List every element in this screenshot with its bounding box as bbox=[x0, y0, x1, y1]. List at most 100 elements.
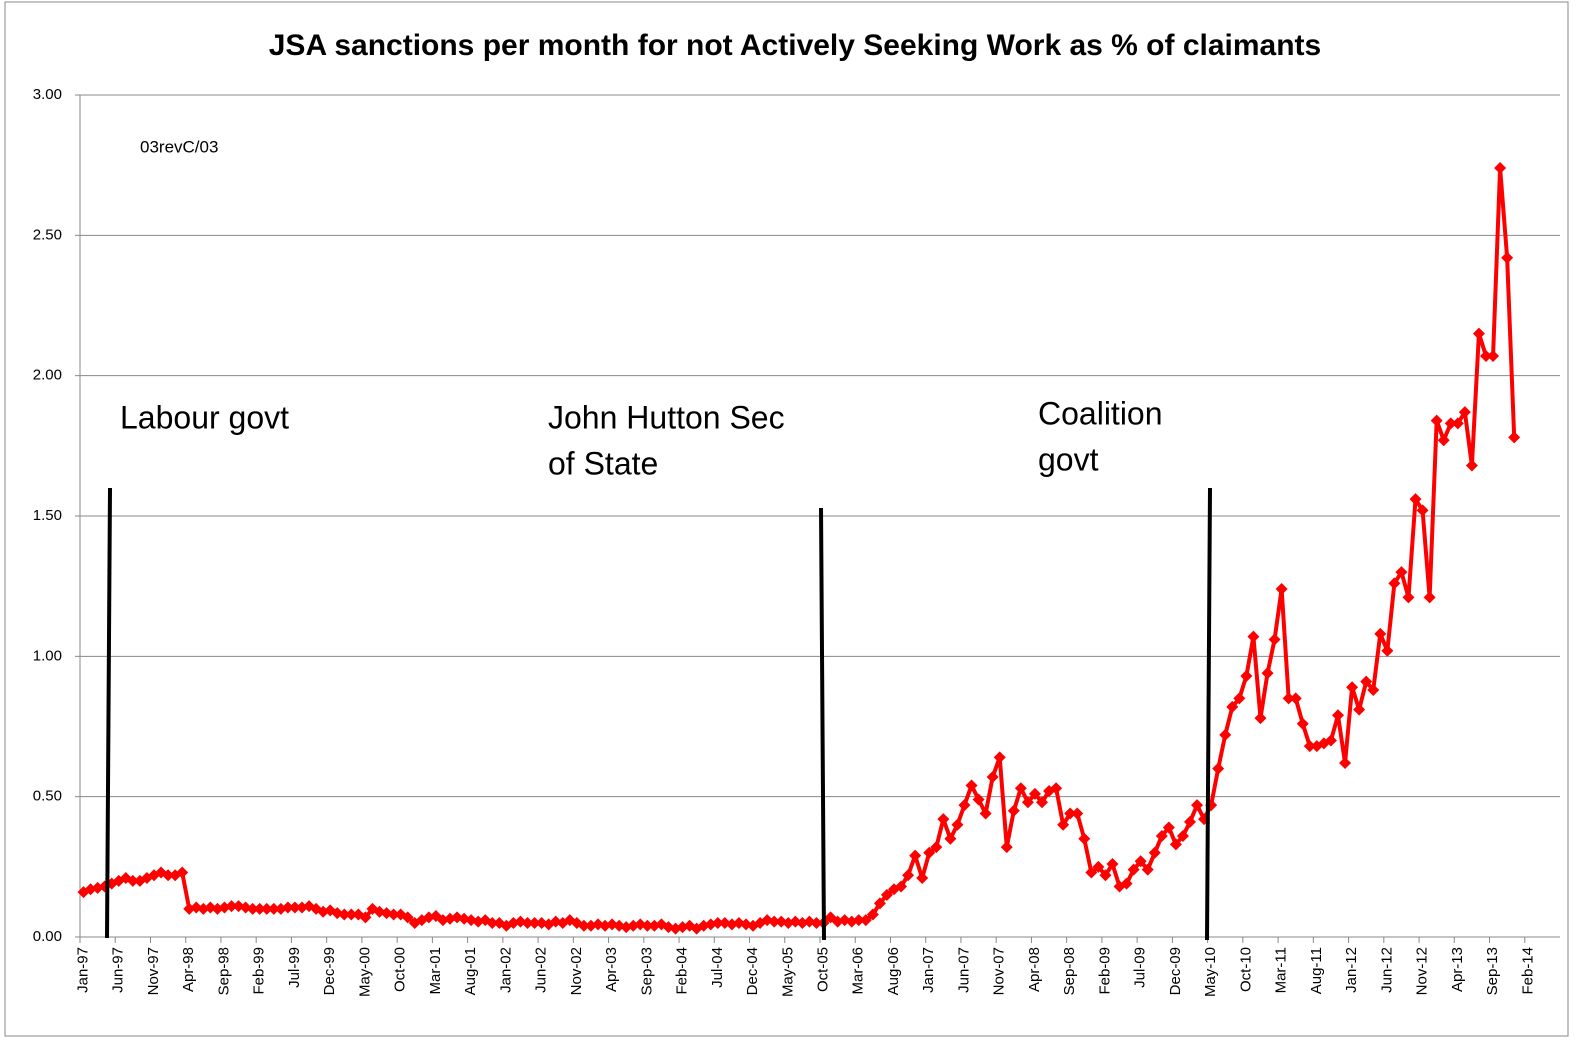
data-point bbox=[1240, 669, 1253, 682]
data-point bbox=[1395, 566, 1408, 579]
data-point bbox=[253, 902, 266, 915]
data-point bbox=[711, 916, 724, 929]
x-tick-label: Jan-02 bbox=[497, 947, 514, 993]
data-point bbox=[1324, 734, 1337, 747]
x-tick-label: Jul-09 bbox=[1132, 947, 1149, 988]
data-point bbox=[1219, 728, 1232, 741]
x-tick-label: Feb-09 bbox=[1096, 947, 1113, 995]
data-point bbox=[1487, 350, 1500, 363]
data-point bbox=[1191, 799, 1204, 812]
data-point bbox=[359, 911, 372, 924]
data-point bbox=[951, 818, 964, 831]
x-tick-label: May-05 bbox=[779, 947, 796, 997]
data-point bbox=[500, 919, 513, 932]
data-point bbox=[126, 874, 139, 887]
data-point bbox=[1409, 493, 1422, 506]
data-point bbox=[902, 869, 915, 882]
y-tick-label: 0.50 bbox=[33, 788, 62, 805]
data-point bbox=[577, 919, 590, 932]
data-point bbox=[923, 846, 936, 859]
x-tick-label: Jun-07 bbox=[955, 947, 972, 993]
data-point bbox=[1247, 630, 1260, 643]
data-point bbox=[486, 916, 499, 929]
x-tick-label: Sep-08 bbox=[1061, 947, 1078, 995]
data-point bbox=[1494, 161, 1507, 174]
data-point bbox=[1021, 796, 1034, 809]
data-point bbox=[1303, 740, 1316, 753]
data-point bbox=[162, 869, 175, 882]
x-tick-label: Jul-99 bbox=[286, 947, 303, 988]
data-point bbox=[1078, 832, 1091, 845]
data-point bbox=[1444, 417, 1457, 430]
data-point bbox=[1296, 717, 1309, 730]
data-point bbox=[937, 813, 950, 826]
data-point bbox=[1289, 692, 1302, 705]
data-point bbox=[965, 779, 978, 792]
data-point bbox=[1000, 841, 1013, 854]
data-point bbox=[1388, 577, 1401, 590]
data-point bbox=[993, 751, 1006, 764]
y-tick-label: 0.00 bbox=[33, 928, 62, 945]
chart-border bbox=[4, 1, 1569, 1037]
data-point bbox=[260, 902, 273, 915]
data-point bbox=[810, 916, 823, 929]
data-point bbox=[1092, 860, 1105, 873]
annotation: Coalition bbox=[1038, 395, 1163, 431]
x-tick-label: Oct-10 bbox=[1237, 947, 1254, 992]
data-point bbox=[1134, 855, 1147, 868]
data-point bbox=[1346, 681, 1359, 694]
data-point bbox=[1028, 787, 1041, 800]
x-tick-label: Jun-02 bbox=[533, 947, 550, 993]
data-point bbox=[1120, 877, 1133, 890]
y-tick-label: 1.50 bbox=[33, 507, 62, 524]
data-point bbox=[1212, 762, 1225, 775]
data-point bbox=[1036, 796, 1048, 809]
data-point bbox=[1106, 858, 1119, 871]
x-tick-label: Oct-05 bbox=[814, 947, 831, 992]
data-point bbox=[1064, 807, 1077, 820]
data-point bbox=[521, 916, 534, 929]
data-point bbox=[859, 914, 872, 927]
annotation: 03revC/03 bbox=[140, 137, 218, 156]
data-point bbox=[387, 908, 400, 921]
data-point bbox=[1451, 417, 1464, 430]
x-tick-label: Jan-97 bbox=[74, 947, 91, 993]
data-point bbox=[1430, 414, 1443, 427]
annotation: John Hutton Sec bbox=[548, 399, 785, 435]
x-tick-label: Jan-07 bbox=[920, 947, 937, 993]
data-point bbox=[1057, 818, 1070, 831]
data-point bbox=[225, 900, 238, 913]
x-tick-label: Dec-09 bbox=[1167, 947, 1184, 995]
x-tick-label: Aug-01 bbox=[462, 947, 479, 995]
data-point bbox=[1261, 667, 1274, 680]
data-point bbox=[852, 914, 865, 927]
chart-title: JSA sanctions per month for not Actively… bbox=[269, 29, 1321, 62]
data-point bbox=[528, 916, 541, 929]
x-tick-label: Dec-99 bbox=[321, 947, 338, 995]
data-point bbox=[1465, 459, 1478, 472]
data-point bbox=[958, 799, 971, 812]
data-point bbox=[768, 915, 781, 928]
data-point bbox=[1141, 863, 1154, 876]
data-point bbox=[267, 902, 280, 915]
x-tick-label: Jun-12 bbox=[1378, 947, 1395, 993]
y-tick-label: 2.00 bbox=[33, 367, 62, 384]
data-point bbox=[1275, 582, 1288, 595]
data-point bbox=[1085, 866, 1098, 879]
data-point bbox=[1374, 627, 1387, 640]
annotation: Labour govt bbox=[120, 399, 289, 435]
data-point bbox=[930, 841, 943, 854]
x-tick-label: Nov-12 bbox=[1414, 947, 1431, 995]
data-point bbox=[1332, 709, 1344, 722]
data-point bbox=[1360, 675, 1373, 688]
x-tick-label: Nov-02 bbox=[568, 947, 585, 995]
annotation: of State bbox=[548, 445, 658, 481]
x-tick-label: Sep-13 bbox=[1484, 947, 1501, 995]
data-point bbox=[1127, 863, 1140, 876]
x-tick-label: Apr-13 bbox=[1449, 947, 1466, 992]
y-tick-label: 2.50 bbox=[33, 226, 62, 243]
data-point bbox=[895, 880, 908, 893]
data-point bbox=[345, 908, 358, 921]
x-tick-label: Nov-97 bbox=[145, 947, 162, 995]
